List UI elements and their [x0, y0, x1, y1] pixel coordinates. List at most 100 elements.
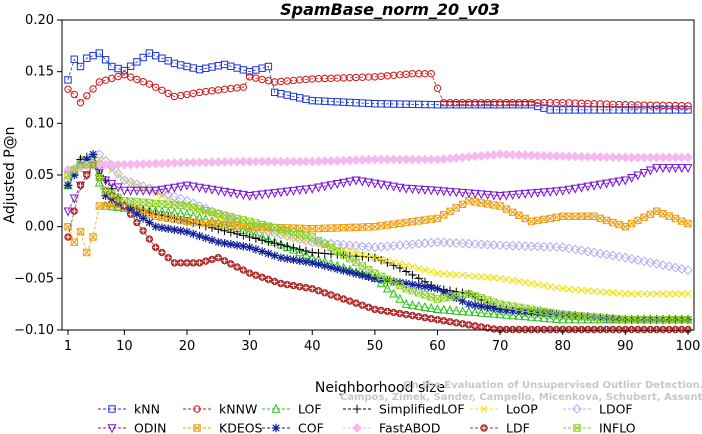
data-point-odin	[608, 178, 618, 188]
data-point-lof	[107, 201, 117, 211]
data-point-knnw	[139, 78, 147, 86]
data-point-lof	[382, 283, 392, 293]
data-point-cof	[88, 150, 98, 159]
data-point-lof	[445, 305, 455, 315]
data-point-odin	[432, 186, 443, 196]
data-point-knn	[258, 64, 266, 72]
data-point-knn	[126, 62, 135, 70]
data-point-ldof	[639, 256, 650, 267]
data-point-lof	[288, 244, 298, 254]
data-point-odin	[113, 183, 123, 193]
data-point-ldof	[670, 262, 681, 273]
data-point-inflo	[452, 292, 460, 300]
data-point-loop	[383, 257, 391, 265]
legend-marker	[573, 424, 581, 432]
data-point-cof	[301, 257, 311, 266]
series-line-ldf	[67, 163, 688, 330]
data-point-odin	[332, 180, 342, 190]
data-point-odin	[533, 188, 543, 198]
legend-label: KDEOS	[219, 421, 263, 434]
data-point-knn	[277, 90, 285, 98]
data-point-kdeos	[665, 212, 673, 220]
data-point-loop	[346, 247, 354, 256]
data-point-kdeos	[684, 219, 692, 228]
data-point-ldof	[676, 263, 687, 274]
data-point-ldof	[526, 241, 537, 252]
data-point-kdeos	[609, 218, 617, 227]
data-point-kdeos	[83, 248, 91, 257]
data-point-odin	[157, 185, 167, 195]
data-point-knn	[252, 66, 260, 74]
data-point-cof	[295, 256, 304, 265]
y-tick-label: 0.05	[25, 168, 54, 183]
data-point-cof	[452, 293, 461, 303]
data-point-kdeos	[627, 219, 636, 228]
data-point-odin	[445, 187, 455, 197]
data-point-fastabod	[576, 151, 587, 162]
data-point-cof	[308, 258, 317, 268]
data-point-kdeos	[389, 220, 398, 228]
data-point-ldof	[683, 265, 693, 275]
data-point-cof	[408, 280, 417, 289]
legend-label: COF	[298, 421, 324, 434]
data-point-loop	[527, 279, 535, 288]
data-point-loop	[678, 290, 686, 298]
data-point-odin	[370, 179, 380, 189]
data-point-ldof	[614, 251, 625, 262]
data-point-odin	[251, 191, 261, 201]
data-point-cof	[345, 267, 355, 277]
data-point-ldof	[664, 261, 675, 272]
data-point-odin	[195, 183, 205, 193]
data-point-knnw	[427, 70, 435, 78]
data-point-kdeos	[383, 221, 392, 229]
data-point-simplifiedlof	[282, 242, 292, 251]
data-point-simplifiedlof	[308, 248, 317, 257]
data-point-fastabod	[551, 151, 562, 162]
data-point-odin	[357, 177, 367, 187]
data-point-lof	[514, 310, 524, 320]
data-point-ldof	[507, 240, 518, 251]
data-point-lof	[420, 301, 430, 311]
data-point-knn	[189, 64, 197, 72]
data-point-cof	[414, 281, 423, 290]
legend-label: kNNW	[219, 402, 257, 417]
data-point-odin	[614, 177, 624, 187]
data-point-knn	[95, 49, 104, 57]
data-point-odin	[107, 179, 117, 189]
data-point-loop	[559, 285, 567, 293]
data-point-ldof	[351, 240, 361, 251]
y-tick-label: 0.15	[25, 65, 54, 80]
y-tick-label: 0.00	[25, 220, 54, 235]
data-point-kdeos	[433, 214, 442, 223]
data-point-loop	[552, 284, 561, 292]
x-tick-label: 80	[554, 339, 571, 354]
series-line-odin	[67, 164, 688, 212]
data-point-kdeos	[471, 198, 479, 206]
series-line-loop	[67, 159, 688, 295]
data-point-ldof	[601, 249, 612, 260]
data-point-loop	[665, 290, 673, 298]
data-point-loop	[371, 254, 379, 262]
data-point-kdeos	[646, 210, 655, 218]
data-point-inflo	[70, 166, 78, 174]
data-point-fastabod	[582, 151, 593, 162]
data-point-odin	[526, 189, 536, 199]
legend-label: LoOP	[506, 402, 538, 417]
data-point-kdeos	[408, 218, 417, 226]
legend: kNN kNNW LOF SimplifiedLOF LoOP LDOF ODIN KDEOS…	[98, 402, 636, 434]
data-point-odin	[551, 187, 561, 197]
data-point-ldof	[651, 258, 662, 269]
legend-item-fastabod: FastABOD	[343, 421, 441, 434]
data-point-odin	[101, 176, 111, 186]
data-point-ldof	[545, 242, 556, 252]
data-point-ldof	[169, 191, 180, 202]
chart-title: SpamBase_norm_20_v03	[280, 0, 500, 19]
legend-item-odin: ODIN	[98, 421, 167, 434]
data-point-odin	[238, 190, 248, 200]
data-point-odin	[620, 176, 630, 186]
data-point-cof	[270, 251, 279, 260]
data-point-ldof	[482, 239, 493, 250]
legend-item-knnw: kNNW	[183, 402, 257, 417]
data-point-loop	[546, 283, 554, 291]
data-point-odin	[188, 182, 198, 192]
